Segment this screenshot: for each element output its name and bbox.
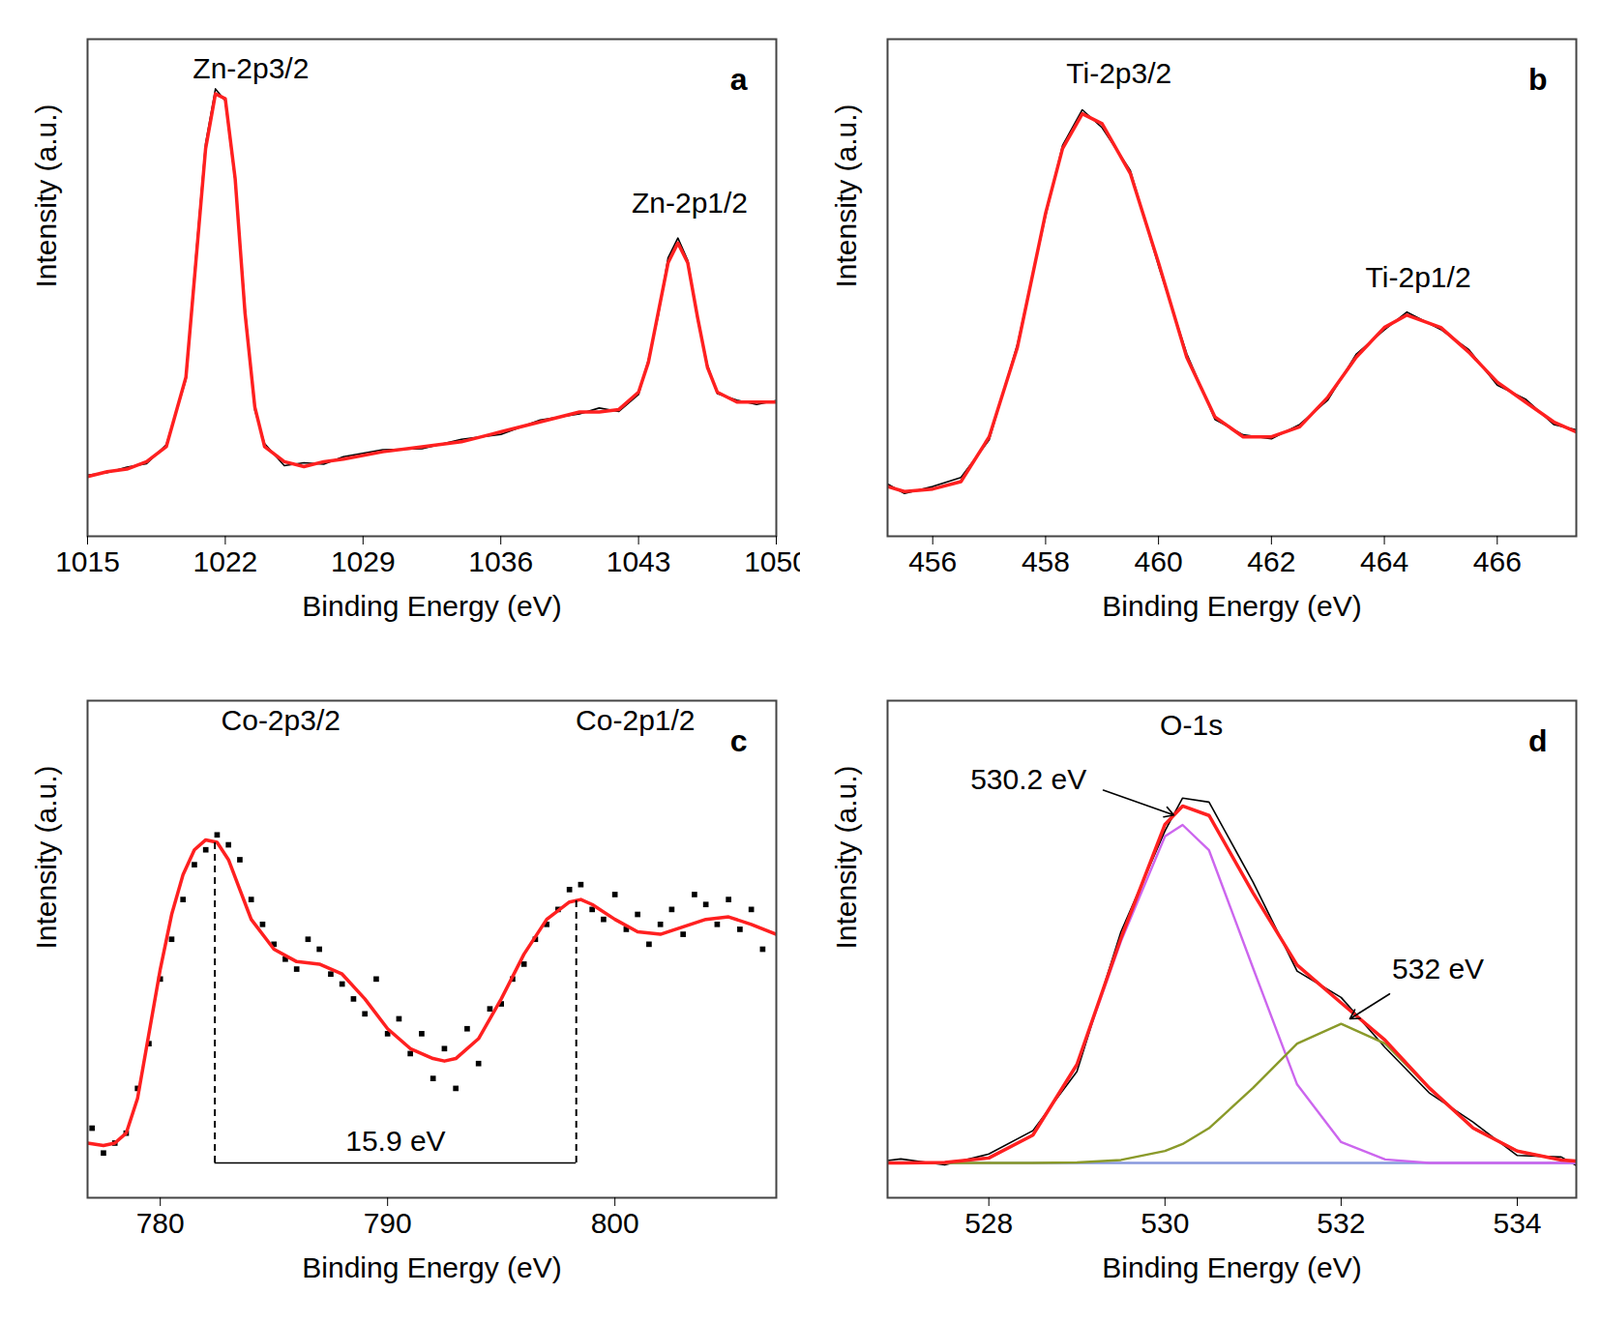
svg-text:460: 460 (1134, 545, 1184, 578)
svg-text:Binding Energy (eV): Binding Energy (eV) (1101, 1251, 1362, 1284)
svg-text:1029: 1029 (330, 545, 396, 578)
svg-text:Intensity (a.u.): Intensity (a.u.) (829, 103, 862, 288)
svg-text:Zn-2p3/2: Zn-2p3/2 (192, 52, 309, 85)
svg-text:Intensity (a.u.): Intensity (a.u.) (29, 103, 62, 288)
svg-text:534: 534 (1492, 1207, 1541, 1240)
svg-text:466: 466 (1473, 545, 1522, 578)
svg-text:c: c (730, 723, 748, 759)
svg-text:a: a (730, 61, 748, 97)
svg-text:458: 458 (1021, 545, 1070, 578)
svg-text:532 eV: 532 eV (1392, 952, 1484, 985)
svg-text:530: 530 (1140, 1207, 1189, 1240)
svg-text:Ti-2p1/2: Ti-2p1/2 (1365, 261, 1472, 294)
svg-text:800: 800 (591, 1207, 640, 1240)
svg-text:b: b (1528, 61, 1548, 97)
svg-text:1050: 1050 (743, 545, 800, 578)
svg-text:780: 780 (136, 1207, 185, 1240)
svg-text:1043: 1043 (606, 545, 672, 578)
svg-text:Ti-2p3/2: Ti-2p3/2 (1066, 57, 1172, 89)
svg-text:530.2 eV: 530.2 eV (970, 763, 1087, 796)
svg-text:1036: 1036 (468, 545, 534, 578)
svg-text:Binding Energy (eV): Binding Energy (eV) (301, 1251, 562, 1284)
svg-text:Intensity (a.u.): Intensity (a.u.) (829, 765, 862, 949)
svg-text:d: d (1528, 723, 1548, 759)
svg-text:1015: 1015 (55, 545, 120, 578)
svg-text:Intensity (a.u.): Intensity (a.u.) (29, 765, 62, 949)
svg-text:464: 464 (1360, 545, 1409, 578)
svg-text:Co-2p1/2: Co-2p1/2 (575, 704, 695, 737)
svg-text:Co-2p3/2: Co-2p3/2 (221, 704, 341, 737)
svg-text:Binding Energy (eV): Binding Energy (eV) (301, 590, 562, 623)
svg-text:456: 456 (908, 545, 957, 578)
svg-text:1022: 1022 (193, 545, 259, 578)
svg-text:790: 790 (363, 1207, 413, 1240)
svg-text:Binding Energy (eV): Binding Energy (eV) (1101, 590, 1362, 623)
svg-text:O-1s: O-1s (1159, 709, 1223, 741)
svg-text:Zn-2p1/2: Zn-2p1/2 (631, 186, 748, 219)
svg-text:528: 528 (964, 1207, 1013, 1240)
svg-text:462: 462 (1246, 545, 1296, 578)
svg-text:532: 532 (1316, 1207, 1365, 1240)
svg-text:15.9 eV: 15.9 eV (345, 1125, 445, 1157)
